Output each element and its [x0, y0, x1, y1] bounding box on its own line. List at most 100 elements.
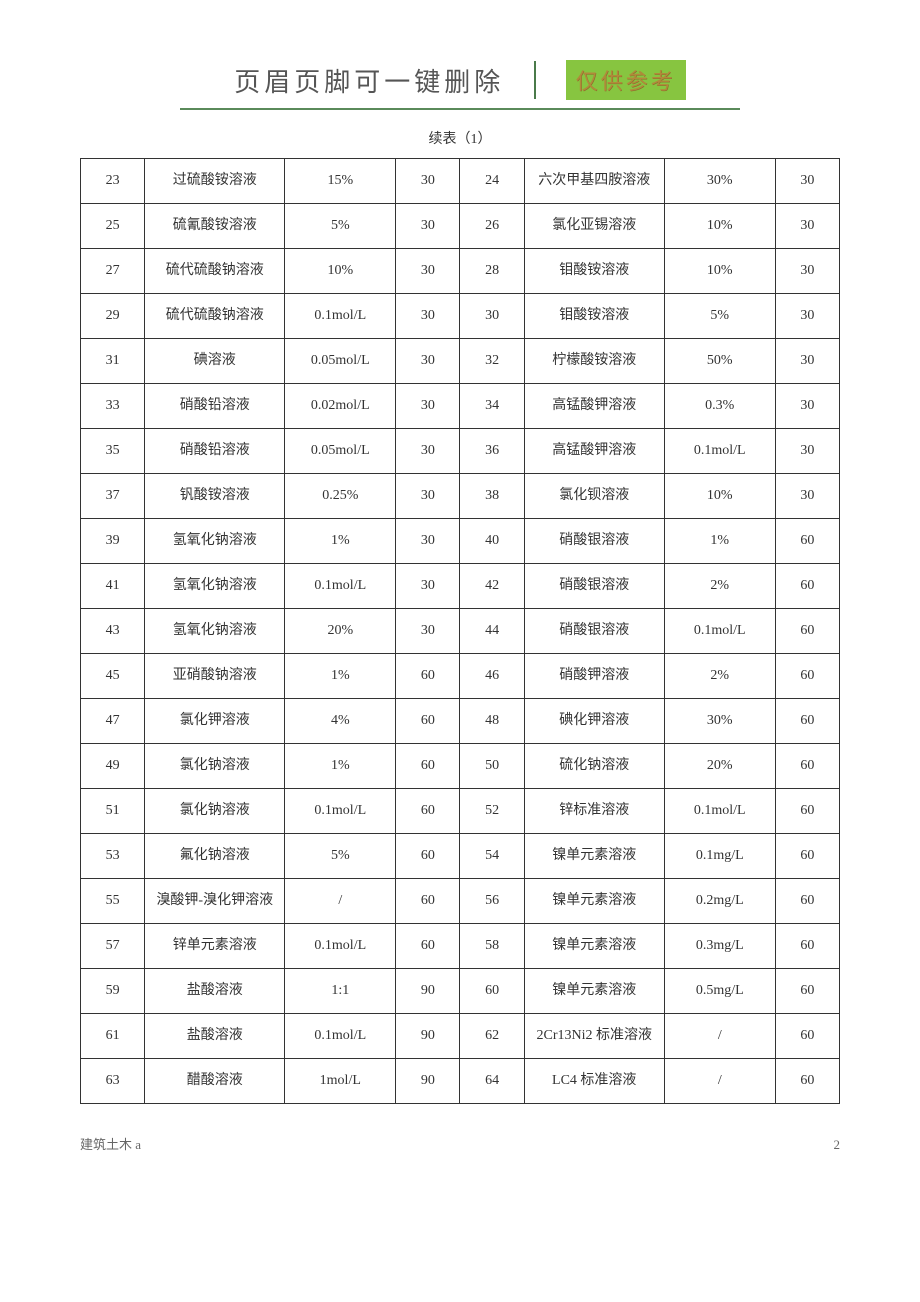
table-cell: 37 [81, 474, 145, 519]
table-cell: 60 [775, 1014, 839, 1059]
table-cell: 30 [775, 249, 839, 294]
table-cell: 0.1mol/L [664, 789, 775, 834]
table-cell: 26 [460, 204, 524, 249]
table-cell: 36 [460, 429, 524, 474]
table-cell: 0.3mg/L [664, 924, 775, 969]
table-cell: 57 [81, 924, 145, 969]
table-cell: 49 [81, 744, 145, 789]
table-cell: 硫代硫酸钠溶液 [145, 294, 285, 339]
table-cell: 硝酸银溶液 [524, 519, 664, 564]
table-cell: 27 [81, 249, 145, 294]
table-row: 55溴酸钾-溴化钾溶液/6056镍单元素溶液0.2mg/L60 [81, 879, 840, 924]
table-cell: 氯化钠溶液 [145, 744, 285, 789]
table-cell: 35 [81, 429, 145, 474]
table-cell: 氯化钡溶液 [524, 474, 664, 519]
table-cell: 60 [775, 609, 839, 654]
table-cell: / [285, 879, 396, 924]
table-cell: 25 [81, 204, 145, 249]
table-row: 43氢氧化钠溶液20%3044硝酸银溶液0.1mol/L60 [81, 609, 840, 654]
header-underline [180, 108, 740, 110]
table-cell: 30 [396, 429, 460, 474]
table-cell: 氢氧化钠溶液 [145, 564, 285, 609]
table-cell: 29 [81, 294, 145, 339]
table-cell: 30% [664, 699, 775, 744]
table-cell: 锌单元素溶液 [145, 924, 285, 969]
table-cell: 钼酸铵溶液 [524, 294, 664, 339]
table-cell: 2% [664, 654, 775, 699]
table-cell: 0.25% [285, 474, 396, 519]
table-cell: 30 [396, 474, 460, 519]
table-cell: 醋酸溶液 [145, 1059, 285, 1104]
table-cell: 高锰酸钾溶液 [524, 384, 664, 429]
table-cell: 20% [664, 744, 775, 789]
table-cell: LC4 标准溶液 [524, 1059, 664, 1104]
table-row: 61盐酸溶液0.1mol/L90622Cr13Ni2 标准溶液/60 [81, 1014, 840, 1059]
table-cell: 硫代硫酸钠溶液 [145, 249, 285, 294]
table-cell: 硝酸铅溶液 [145, 384, 285, 429]
table-row: 45亚硝酸钠溶液1%6046硝酸钾溶液2%60 [81, 654, 840, 699]
table-cell: 54 [460, 834, 524, 879]
table-cell: 0.1mol/L [285, 564, 396, 609]
table-row: 59盐酸溶液1:19060镍单元素溶液0.5mg/L60 [81, 969, 840, 1014]
table-cell: 1:1 [285, 969, 396, 1014]
table-cell: 60 [396, 744, 460, 789]
table-cell: 硝酸银溶液 [524, 609, 664, 654]
table-cell: 0.1mol/L [285, 924, 396, 969]
table-cell: 20% [285, 609, 396, 654]
table-caption: 续表（1） [80, 128, 840, 148]
table-cell: 60 [775, 744, 839, 789]
table-cell: 0.1mol/L [285, 789, 396, 834]
table-cell: 0.2mg/L [664, 879, 775, 924]
table-cell: 61 [81, 1014, 145, 1059]
table-cell: 0.5mg/L [664, 969, 775, 1014]
table-cell: 镍单元素溶液 [524, 879, 664, 924]
table-cell: 30 [396, 519, 460, 564]
table-cell: 59 [81, 969, 145, 1014]
table-cell: 44 [460, 609, 524, 654]
header-row: 页眉页脚可一键删除 仅供参考 [80, 60, 840, 100]
table-cell: 硫氰酸铵溶液 [145, 204, 285, 249]
table-cell: 5% [285, 204, 396, 249]
table-cell: 30 [396, 159, 460, 204]
table-cell: 高锰酸钾溶液 [524, 429, 664, 474]
page-footer: 建筑土木 a 2 [80, 1134, 840, 1153]
table-row: 49氯化钠溶液1%6050硫化钠溶液20%60 [81, 744, 840, 789]
table-cell: 氯化钠溶液 [145, 789, 285, 834]
table-cell: 60 [775, 924, 839, 969]
table-cell: 63 [81, 1059, 145, 1104]
table-cell: 60 [775, 564, 839, 609]
footer-page-number: 2 [834, 1137, 841, 1153]
table-row: 31碘溶液0.05mol/L3032柠檬酸铵溶液50%30 [81, 339, 840, 384]
table-cell: 53 [81, 834, 145, 879]
table-cell: 50 [460, 744, 524, 789]
table-cell: 1% [285, 519, 396, 564]
table-cell: 60 [396, 924, 460, 969]
table-cell: 60 [396, 834, 460, 879]
table-row: 57锌单元素溶液0.1mol/L6058镍单元素溶液0.3mg/L60 [81, 924, 840, 969]
table-row: 37钒酸铵溶液0.25%3038氯化钡溶液10%30 [81, 474, 840, 519]
table-cell: 24 [460, 159, 524, 204]
table-row: 63醋酸溶液1mol/L9064LC4 标准溶液/60 [81, 1059, 840, 1104]
table-cell: 1% [285, 654, 396, 699]
table-cell: 38 [460, 474, 524, 519]
table-row: 39氢氧化钠溶液1%3040硝酸银溶液1%60 [81, 519, 840, 564]
table-cell: 0.1mol/L [664, 609, 775, 654]
table-cell: 氯化亚锡溶液 [524, 204, 664, 249]
table-cell: 60 [775, 1059, 839, 1104]
table-cell: / [664, 1014, 775, 1059]
table-cell: 碘溶液 [145, 339, 285, 384]
table-cell: 15% [285, 159, 396, 204]
table-cell: 碘化钾溶液 [524, 699, 664, 744]
table-cell: 0.05mol/L [285, 339, 396, 384]
table-cell: 60 [775, 519, 839, 564]
table-cell: 50% [664, 339, 775, 384]
table-cell: 23 [81, 159, 145, 204]
table-cell: 46 [460, 654, 524, 699]
table-cell: 0.1mol/L [285, 1014, 396, 1059]
table-cell: 镍单元素溶液 [524, 924, 664, 969]
table-cell: 60 [775, 789, 839, 834]
table-cell: 30 [396, 564, 460, 609]
table-cell: 六次甲基四胺溶液 [524, 159, 664, 204]
table-cell: 30 [396, 249, 460, 294]
table-cell: 90 [396, 1059, 460, 1104]
